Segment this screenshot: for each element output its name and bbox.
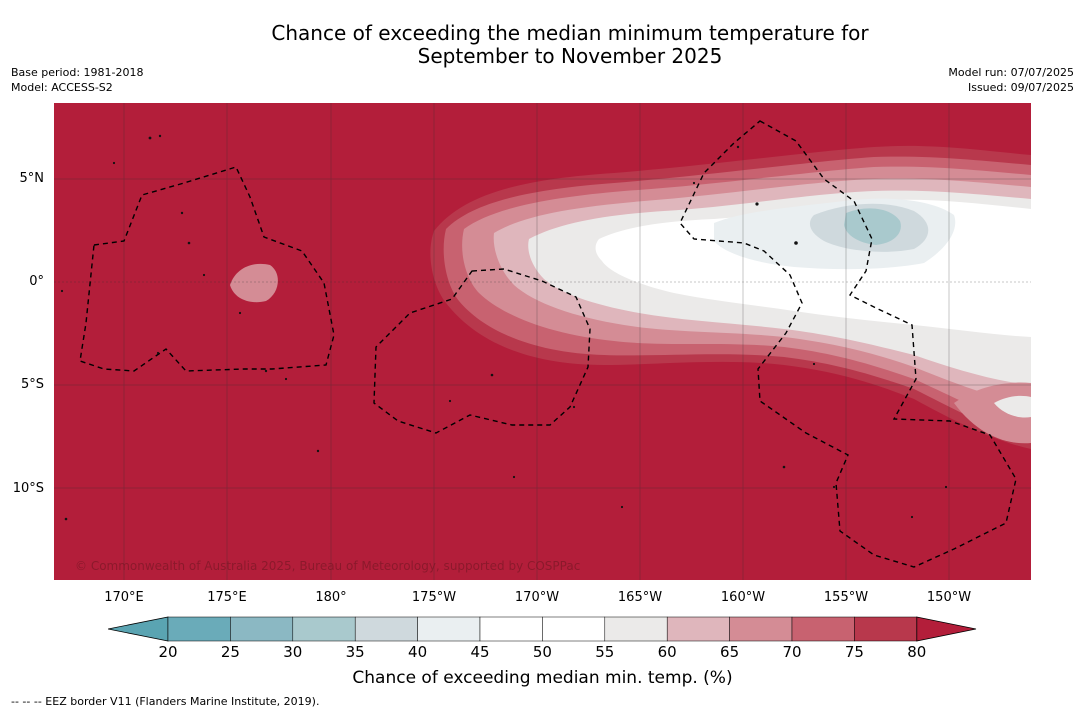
lat-label-0: 0° (29, 274, 44, 289)
meta-left: Base period: 1981-2018 Model: ACCESS-S2 (11, 65, 143, 95)
colorbar-tick-60: 60 (657, 643, 677, 661)
lon-label-180: 180° (315, 590, 347, 605)
copyright-notice: © Commonwealth of Australia 2025, Bureau… (75, 559, 581, 573)
probability-map (54, 103, 1031, 580)
lon-label-170e: 170°E (104, 590, 144, 605)
band-30-35 (844, 208, 901, 245)
colorbar-tick-75: 75 (844, 643, 864, 661)
lon-label-165w: 165°W (617, 590, 663, 605)
colorbar-bin-60-65 (666, 616, 730, 642)
eez-kiribati-line (679, 120, 1017, 568)
islands (60, 134, 948, 521)
map-title: Chance of exceeding the median minimum t… (0, 22, 1085, 68)
title-line-2: September to November 2025 (417, 44, 723, 68)
colorbar-tick-70: 70 (782, 643, 802, 661)
title-line-1: Chance of exceeding the median minimum t… (271, 21, 869, 45)
eez-tuvalu-kiribati-west (79, 166, 335, 372)
colorbar-tick-65: 65 (720, 643, 740, 661)
colorbar-bin-45-50 (479, 616, 543, 642)
lon-label-175w: 175°W (411, 590, 457, 605)
lat-label-10s: 10°S (12, 481, 44, 496)
eez-tokelau (373, 268, 591, 434)
colorbar-bin-30-35 (292, 616, 356, 642)
colorbar-tick-20: 20 (158, 643, 178, 661)
lon-label-155w: 155°W (823, 590, 869, 605)
colorbar-bin-75-80 (854, 616, 918, 642)
eez-borders (79, 120, 1017, 568)
band-southeast-60 (994, 395, 1031, 418)
colorbar-bin-40-45 (417, 616, 481, 642)
model-run: Model run: 07/07/2025 (948, 66, 1074, 79)
lon-label-175e: 175°E (207, 590, 247, 605)
colorbar-tick-25: 25 (220, 643, 240, 661)
lat-label-5s: 5°S (20, 377, 44, 392)
colorbar-bin-20-25 (167, 616, 231, 642)
lon-label-150w: 150°W (926, 590, 972, 605)
base-period: Base period: 1981-2018 (11, 66, 144, 79)
lon-label-160w: 160°W (720, 590, 766, 605)
band-west-anomaly (230, 263, 278, 303)
meta-right: Model run: 07/07/2025 Issued: 09/07/2025 (948, 65, 1074, 95)
colorbar-bin-25-30 (230, 616, 294, 642)
colorbar-tick-50: 50 (532, 643, 552, 661)
colorbar-tick-80: 80 (907, 643, 927, 661)
map-panel (54, 103, 1031, 580)
eez-footnote: -- -- -- EEZ border V11 (Flanders Marine… (11, 695, 320, 708)
lat-label-5n: 5°N (19, 171, 45, 186)
colorbar-tick-30: 30 (283, 643, 303, 661)
colorbar-bin-65-70 (729, 616, 793, 642)
colorbar-bin-50-55 (542, 616, 606, 642)
colorbar-tick-55: 55 (595, 643, 615, 661)
colorbar-tick-35: 35 (345, 643, 365, 661)
model-name: Model: ACCESS-S2 (11, 81, 113, 94)
colorbar-tick-45: 45 (470, 643, 490, 661)
lon-label-170w: 170°W (514, 590, 560, 605)
colorbar-tick-40: 40 (408, 643, 428, 661)
colorbar-bin-35-40 (354, 616, 418, 642)
colorbar-bin-70-75 (791, 616, 855, 642)
issued-date: Issued: 09/07/2025 (967, 81, 1074, 94)
colorbar-high-arrow (916, 616, 977, 642)
colorbar-low-arrow (107, 616, 169, 642)
colorbar-graphic (107, 616, 977, 642)
colorbar-bin-55-60 (604, 616, 668, 642)
colorbar-label: Chance of exceeding median min. temp. (%… (352, 668, 733, 688)
colorbar (107, 616, 978, 646)
